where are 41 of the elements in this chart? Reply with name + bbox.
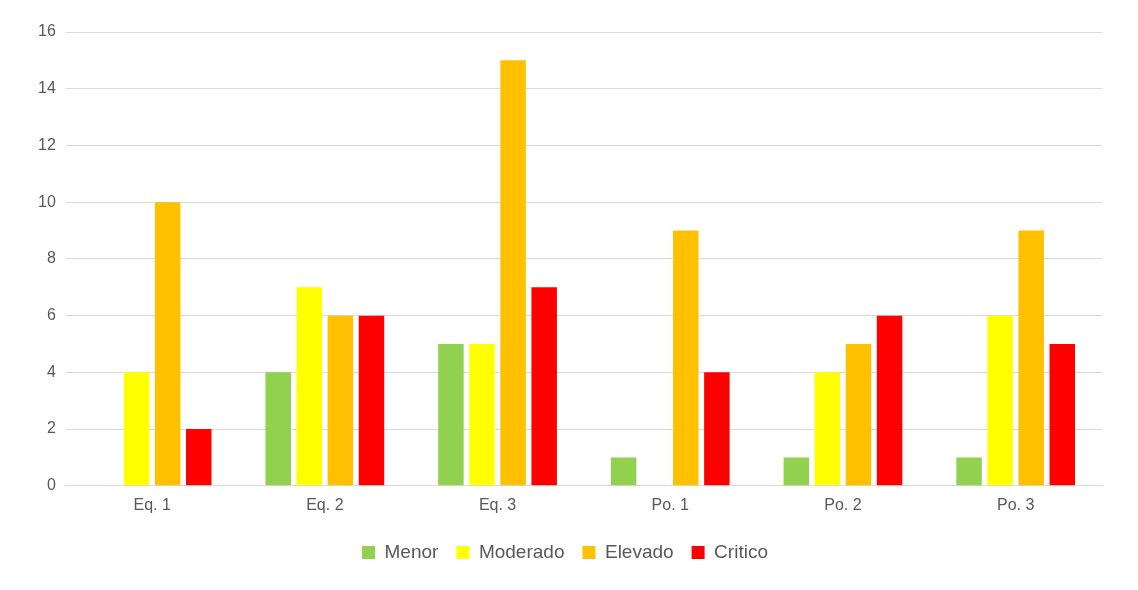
bar [987,315,1013,486]
legend-label: Menor [384,540,440,562]
bar [673,230,699,486]
x-tick-label: Eq. 3 [478,495,517,513]
bar [296,287,323,486]
bar [783,457,810,486]
bar [186,429,212,486]
bar [265,372,291,486]
y-tick-label: 10 [38,192,56,210]
legend-label: Critico [714,540,768,562]
bar [1049,343,1076,486]
x-tick-label: Eq. 1 [133,495,171,513]
bar [704,372,730,486]
bar [956,457,982,486]
y-tick-label: 0 [46,476,56,494]
x-tick-label: Eq. 2 [306,495,344,513]
y-tick-label: 2 [46,419,56,437]
x-tick-label: Po. 3 [996,495,1035,513]
bar [154,202,181,486]
bar [469,343,495,486]
bar [358,315,385,486]
x-tick-label: Po. 1 [651,495,690,513]
bar [531,287,557,486]
y-tick-label: 12 [38,135,56,153]
y-tick-label: 14 [38,79,56,97]
legend-label: Moderado [478,540,565,562]
legend-label: Elevado [604,540,674,562]
bar [845,343,872,486]
bar [814,372,841,486]
bar [123,372,150,486]
bar [1018,230,1044,486]
bar [438,343,464,486]
x-tick-label: Po. 2 [824,495,862,513]
bar [876,315,903,486]
y-tick-label: 16 [38,22,56,40]
y-tick-label: 8 [46,249,56,267]
bar [500,60,526,486]
y-tick-label: 4 [46,362,56,380]
bar [610,457,637,486]
bar [327,315,354,486]
y-tick-label: 6 [46,306,56,324]
